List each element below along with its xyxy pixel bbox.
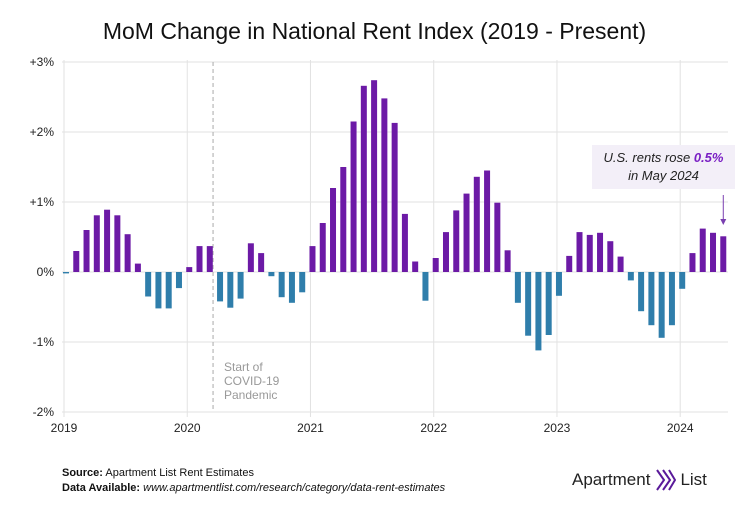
- bar: [381, 98, 388, 273]
- bar: [73, 251, 80, 272]
- bar: [247, 243, 254, 272]
- covid-line-2: COVID-19: [224, 374, 280, 388]
- bar: [83, 230, 90, 272]
- chart-title: MoM Change in National Rent Index (2019 …: [102, 18, 647, 44]
- bar: [299, 272, 306, 293]
- y-tick-label: 0%: [37, 265, 55, 279]
- arrow-head-icon: [720, 219, 727, 225]
- bar: [63, 272, 69, 274]
- bar: [340, 167, 347, 272]
- source-text: Apartment List Rent Estimates: [102, 467, 254, 479]
- y-tick-label: +1%: [30, 195, 55, 209]
- bar: [710, 232, 717, 272]
- bar: [432, 258, 439, 272]
- bar: [104, 209, 111, 272]
- logo-text: Apartment: [572, 470, 651, 489]
- bar: [206, 246, 213, 272]
- bar: [453, 210, 460, 272]
- bar: [586, 234, 593, 272]
- annotation-text: U.S. rents rose: [603, 150, 694, 165]
- bar: [155, 272, 162, 309]
- footer: Source: Apartment List Rent Estimates Da…: [62, 466, 445, 496]
- annotation-text-2: in May 2024: [628, 168, 699, 183]
- apartment-list-logo: Apartment List: [572, 468, 707, 492]
- bar: [350, 121, 357, 272]
- bar: [186, 267, 193, 272]
- bar: [227, 272, 234, 308]
- bar: [360, 85, 367, 272]
- logo-text-2: List: [680, 470, 707, 489]
- bar: [514, 272, 521, 303]
- bar: [545, 272, 552, 335]
- covid-annotation: Start of COVID-19 Pandemic: [224, 360, 304, 402]
- bar: [504, 250, 511, 272]
- bar: [442, 232, 449, 272]
- bar: [258, 253, 265, 272]
- bar: [217, 272, 224, 302]
- bar: [648, 272, 655, 326]
- bar: [371, 80, 378, 272]
- bar: [175, 272, 182, 289]
- bar: [145, 272, 152, 297]
- bar: [463, 193, 470, 272]
- covid-line-1: Start of: [224, 360, 263, 374]
- bar: [484, 170, 491, 272]
- bar: [237, 272, 244, 299]
- covid-line-3: Pandemic: [224, 388, 278, 402]
- bar: [638, 272, 645, 312]
- source-label: Source:: [62, 467, 103, 479]
- bar: [555, 272, 562, 296]
- bar: [93, 215, 100, 272]
- bar: [330, 188, 337, 272]
- bar: [288, 272, 295, 303]
- x-tick-label: 2023: [544, 421, 571, 435]
- bar: [535, 272, 542, 351]
- bar: [309, 246, 316, 272]
- x-tick-label: 2024: [667, 421, 694, 435]
- data-url[interactable]: www.apartmentlist.com/research/category/…: [140, 482, 446, 494]
- bar: [525, 272, 532, 336]
- bar: [319, 223, 326, 272]
- y-tick-label: +3%: [30, 55, 55, 69]
- y-tick-label: -2%: [33, 405, 55, 419]
- annotation-value: 0.5%: [693, 150, 724, 165]
- bar: [278, 272, 285, 298]
- bar: [422, 272, 429, 301]
- annotation-box: U.S. rents rose 0.5% in May 2024: [592, 145, 735, 189]
- bar: [268, 272, 275, 277]
- bar: [597, 232, 604, 272]
- bar: [627, 272, 634, 281]
- bar: [699, 228, 706, 272]
- bar: [412, 261, 419, 272]
- bar: [401, 213, 408, 272]
- bar: [658, 272, 665, 338]
- bar: [391, 122, 398, 273]
- bar: [165, 272, 172, 309]
- bar: [473, 176, 480, 272]
- x-tick-label: 2021: [297, 421, 324, 435]
- bar: [607, 241, 614, 272]
- logo-mark-icon: [656, 469, 677, 491]
- bar: [134, 263, 141, 272]
- bar: [668, 272, 675, 326]
- bar: [124, 234, 131, 272]
- bar: [566, 255, 573, 272]
- bar: [196, 246, 203, 272]
- bar: [576, 232, 583, 272]
- y-tick-label: +2%: [30, 125, 55, 139]
- bar: [679, 272, 686, 289]
- data-label: Data Available:: [62, 482, 141, 494]
- y-tick-label: -1%: [33, 335, 55, 349]
- x-tick-label: 2020: [174, 421, 201, 435]
- bar: [494, 202, 501, 272]
- bar: [114, 215, 121, 272]
- bar: [720, 236, 727, 272]
- x-tick-label: 2019: [51, 421, 78, 435]
- x-tick-label: 2022: [420, 421, 447, 435]
- bar: [617, 256, 624, 272]
- bar: [689, 253, 696, 272]
